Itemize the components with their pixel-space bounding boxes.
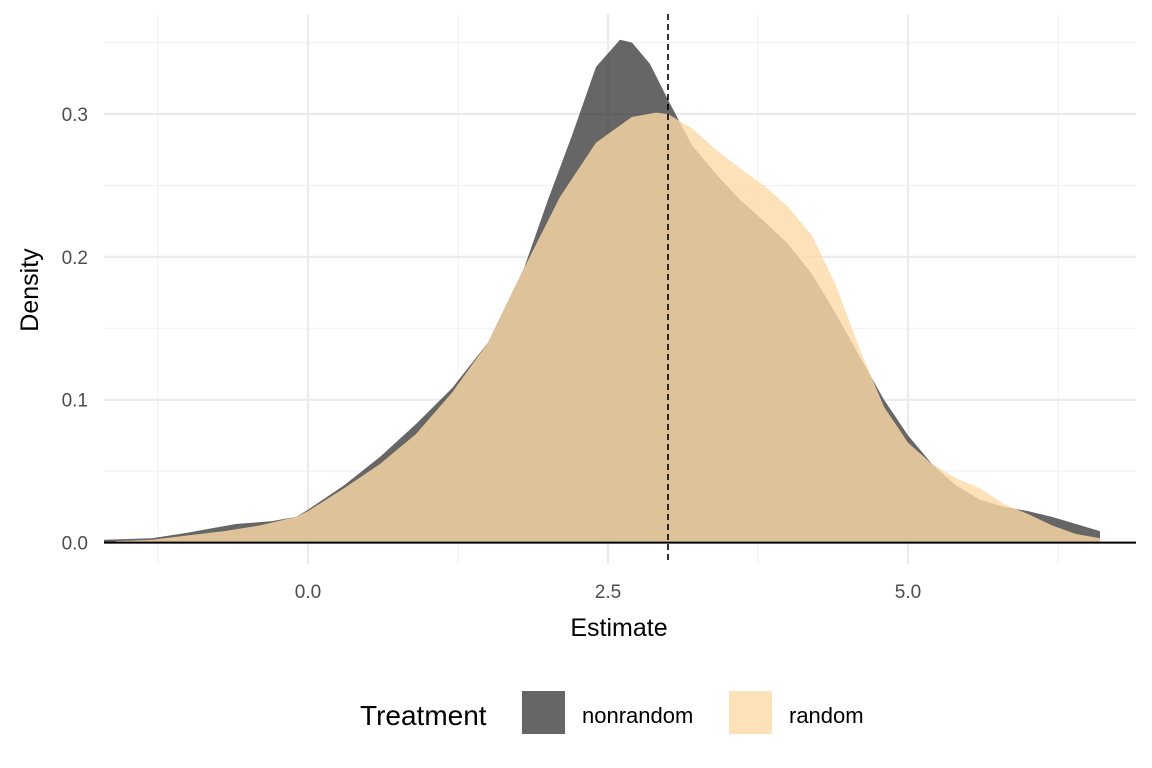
- legend-label-random: random: [789, 703, 864, 728]
- x-tick-label: 2.5: [595, 582, 621, 603]
- legend: Treatment nonrandom random: [360, 691, 864, 734]
- y-tick-labels: 0.0 0.1 0.2 0.3: [62, 105, 88, 555]
- x-tick-label: 0.0: [295, 582, 321, 603]
- x-axis-title: Estimate: [570, 614, 667, 642]
- y-tick-label: 0.3: [62, 105, 88, 126]
- y-tick-label: 0.1: [62, 391, 88, 412]
- density-area-random: [116, 112, 1100, 543]
- legend-title: Treatment: [360, 700, 487, 731]
- y-tick-label: 0.0: [62, 534, 88, 555]
- density-areas: [104, 39, 1100, 543]
- y-tick-label: 0.2: [62, 248, 88, 269]
- legend-swatch-nonrandom: [522, 691, 565, 734]
- x-tick-label: 5.0: [895, 582, 921, 603]
- legend-label-nonrandom: nonrandom: [582, 703, 693, 728]
- y-axis-title: Density: [16, 248, 44, 332]
- x-tick-labels: 0.0 2.5 5.0: [295, 582, 921, 603]
- legend-swatch-random: [729, 691, 772, 734]
